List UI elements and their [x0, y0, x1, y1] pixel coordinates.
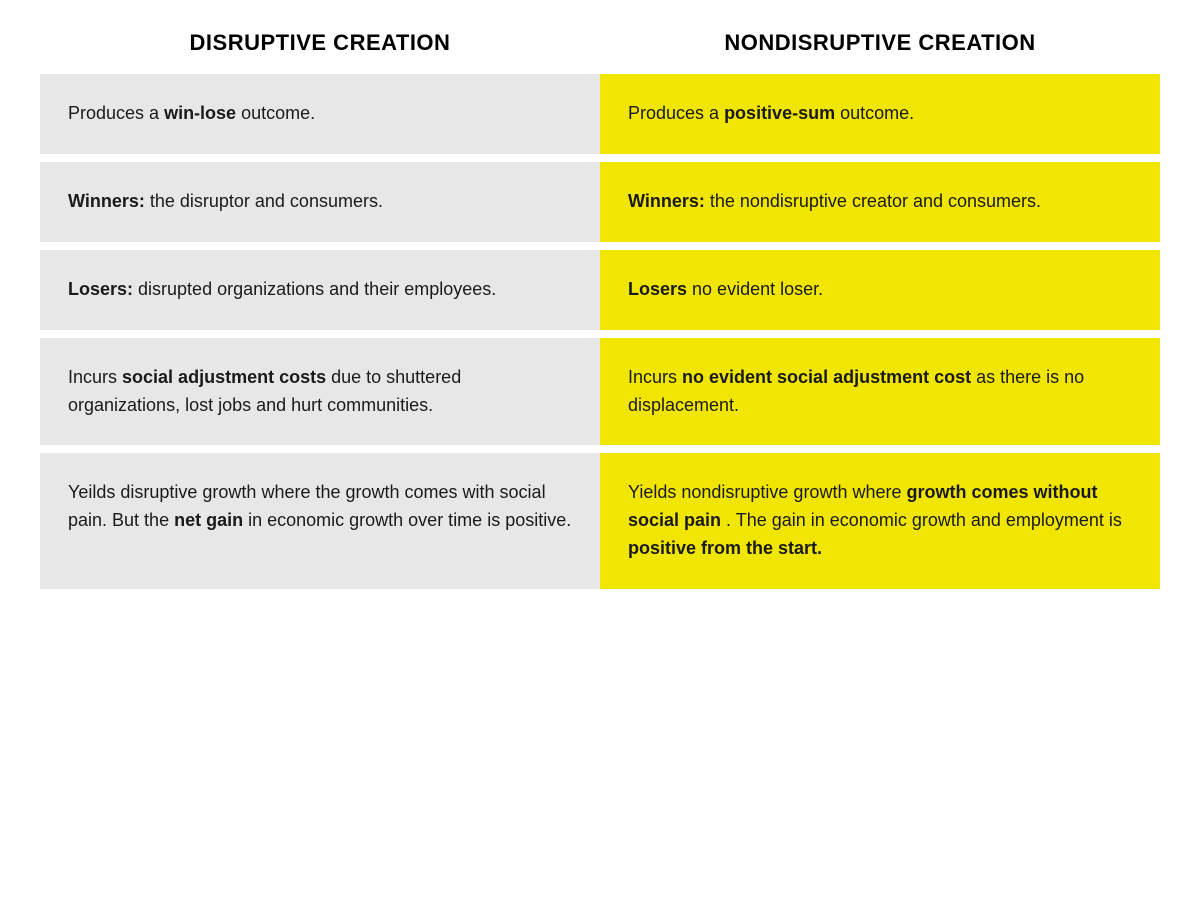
table-cell-right: Losers no evident loser.: [600, 250, 1160, 330]
column-header-right: NONDISRUPTIVE CREATION: [600, 30, 1160, 56]
table-row: Yeilds disruptive growth where the growt…: [40, 453, 1160, 589]
table-row: Losers: disrupted organizations and thei…: [40, 250, 1160, 330]
table-cell-right: Yields nondisruptive growth where growth…: [600, 453, 1160, 589]
table-row: Produces a win-lose outcome.Produces a p…: [40, 74, 1160, 154]
table-body: Produces a win-lose outcome.Produces a p…: [40, 74, 1160, 589]
table-header-row: DISRUPTIVE CREATION NONDISRUPTIVE CREATI…: [40, 30, 1160, 56]
table-cell-left: Losers: disrupted organizations and thei…: [40, 250, 600, 330]
table-cell-left: Yeilds disruptive growth where the growt…: [40, 453, 600, 589]
table-cell-left: Incurs social adjustment costs due to sh…: [40, 338, 600, 446]
table-row: Incurs social adjustment costs due to sh…: [40, 338, 1160, 446]
table-cell-right: Winners: the nondisruptive creator and c…: [600, 162, 1160, 242]
table-cell-right: Incurs no evident social adjustment cost…: [600, 338, 1160, 446]
table-cell-left: Produces a win-lose outcome.: [40, 74, 600, 154]
column-header-left: DISRUPTIVE CREATION: [40, 30, 600, 56]
table-row: Winners: the disruptor and consumers.Win…: [40, 162, 1160, 242]
table-cell-right: Produces a positive-sum outcome.: [600, 74, 1160, 154]
comparison-table: DISRUPTIVE CREATION NONDISRUPTIVE CREATI…: [40, 30, 1160, 589]
table-cell-left: Winners: the disruptor and consumers.: [40, 162, 600, 242]
